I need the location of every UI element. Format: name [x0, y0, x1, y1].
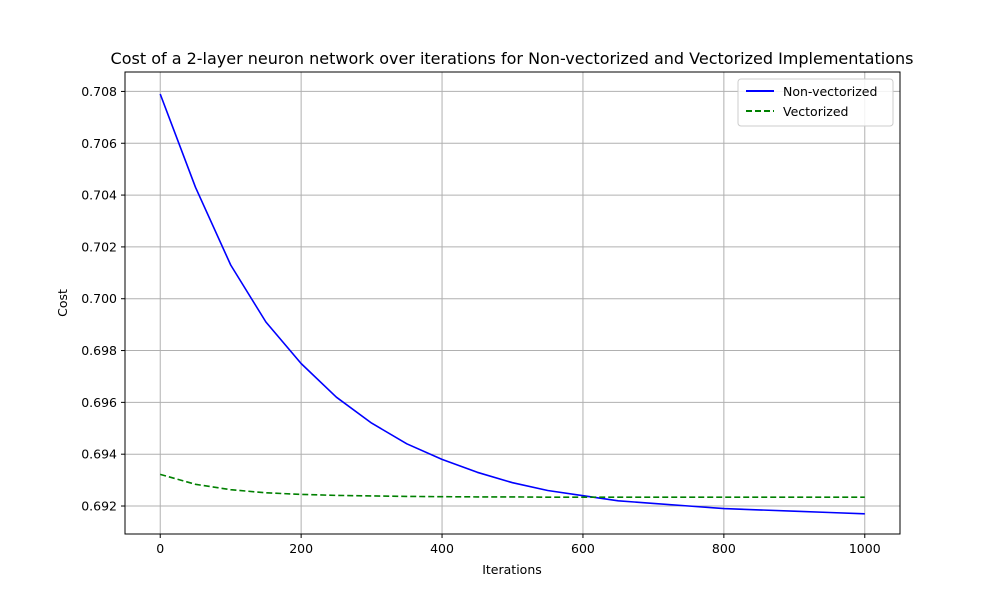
y-tick-label: 0.708	[81, 84, 117, 99]
series-line-vectorized	[159, 473, 865, 499]
y-tick-label: 0.702	[81, 239, 117, 254]
legend-label-vectorized: Vectorized	[783, 104, 849, 119]
legend-label-non-vectorized: Non-vectorized	[783, 84, 877, 99]
y-axis: 0.692 0.694 0.696 0.698 0.700 0.702 0.704 0.706…	[81, 84, 125, 514]
y-tick-label: 0.706	[81, 136, 117, 151]
plot-frame	[124, 71, 901, 535]
y-tick-label: 0.694	[81, 447, 117, 462]
x-tick-label: 800	[712, 541, 736, 556]
y-tick-label: 0.698	[81, 343, 117, 358]
x-axis: 0 200 400 600 800 1000	[156, 534, 881, 556]
legend-frame	[737, 78, 894, 127]
x-tick-label: 600	[571, 541, 595, 556]
x-tick-label: 0	[156, 541, 164, 556]
legend: Non-vectorized Vectorized	[737, 78, 894, 127]
x-tick-label: 400	[430, 541, 454, 556]
y-tick-label: 0.700	[81, 291, 117, 306]
x-axis-label: Iterations	[482, 562, 542, 577]
chart-title: Cost of a 2-layer neuron network over it…	[111, 49, 914, 68]
grid	[125, 72, 900, 534]
y-axis-label: Cost	[55, 289, 70, 317]
y-tick-label: 0.692	[81, 499, 117, 514]
series-line-non-vectorized	[159, 93, 865, 515]
x-tick-label: 1000	[849, 541, 881, 556]
x-tick-label: 200	[289, 541, 313, 556]
series-layer	[159, 93, 865, 515]
y-tick-label: 0.704	[81, 188, 117, 203]
y-tick-label: 0.696	[81, 395, 117, 410]
